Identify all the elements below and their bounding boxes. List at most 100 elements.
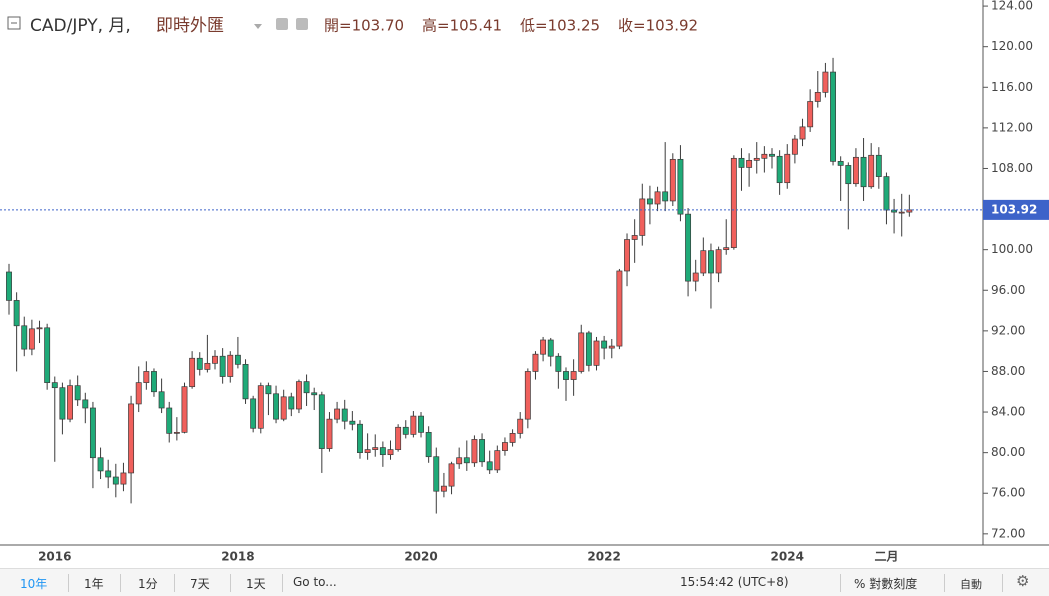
candle-body [646,198,653,205]
candle-body [265,385,272,395]
auto-scale[interactable]: 自動 [960,578,982,591]
candle-body [654,191,661,205]
toolbar: 10年 1年 1分 7天 1天 Go to... 15:54:42 (UTC+8… [0,568,1049,596]
candle-body [563,371,569,380]
candle-body [227,354,234,377]
open-stat: 開=103.70 [324,17,404,35]
settings-icon[interactable] [296,18,308,30]
candle-body [151,371,157,393]
candle-body [776,155,783,184]
y-tick-label: 84.00 [991,405,1025,419]
chart: CAD/JPY, 月, 即時外匯 開=103.70 高=105.41 低=103… [0,0,1049,564]
candle-body [769,153,775,157]
x-tick-label: 2018 [221,550,254,564]
x-tick-label: 2024 [771,550,804,564]
candle-body [738,157,745,168]
candle-body [578,332,585,372]
candle-body [761,153,768,159]
y-tick-label: 108.00 [991,161,1033,175]
candle-body [479,439,486,463]
price-label: 103.92 [991,202,1037,216]
source: 即時外匯 [156,16,224,36]
candle-body [135,382,142,405]
candle-body [166,407,173,434]
candle-body [280,396,287,420]
range-1m[interactable]: 1分 [138,577,158,591]
candle-body [379,447,386,456]
dropdown-arrow[interactable] [254,24,262,29]
candle-body [67,385,73,420]
candle-body [97,457,104,472]
candle-body [418,415,424,433]
separator [174,574,175,592]
candle-body [700,250,707,274]
candle-body [181,386,188,433]
candle-body [791,138,798,155]
y-tick-label: 96.00 [991,283,1025,297]
candle-body [402,426,409,435]
candle-body [471,439,478,464]
candle-body [425,431,432,458]
candle-body [837,161,844,166]
separator [1002,574,1003,592]
candle-body [440,485,447,492]
candle-body [326,418,333,449]
candle-body [120,472,127,485]
price-label-bg [983,199,1049,220]
candle-body [555,355,562,372]
collapse-icon[interactable] [7,16,21,30]
candle-body [517,418,524,434]
separator [944,574,945,592]
candle-body [807,101,814,128]
candle-body [624,239,630,272]
candle-body [105,470,112,478]
candle-body [730,157,737,248]
range-1y[interactable]: 1年 [84,577,104,591]
symbol: CAD/JPY, 月, [30,16,131,36]
separator [120,574,121,592]
candle-body [784,153,791,184]
gear-icon[interactable]: ⚙ [1016,572,1030,590]
candle-body [158,391,165,409]
candle-body [36,327,43,330]
candle-body [708,250,714,274]
candle-body [395,426,402,450]
range-7d[interactable]: 7天 [190,577,210,591]
separator [68,574,69,592]
separator [230,574,231,592]
y-tick-label: 72.00 [991,526,1025,540]
candle-body [334,408,341,420]
candle-body [860,156,867,188]
candle-body [677,158,684,215]
candle-body [753,157,760,161]
range-1d[interactable]: 1天 [246,577,266,591]
candle-body [204,362,211,370]
candle-body [669,158,676,202]
candle-body [173,431,180,434]
eye-icon[interactable] [276,18,288,30]
candle-body [318,394,325,449]
candle-body [6,271,12,301]
candle-body [128,403,135,474]
candle-body [250,398,257,429]
x-tick-label: 2016 [38,550,71,564]
candle-body [59,387,66,420]
candle-body [875,154,882,177]
goto[interactable]: Go to... [293,575,337,589]
candle-body [82,399,89,409]
candle-body [631,235,638,240]
clock: 15:54:42 (UTC+8) [680,575,789,589]
candle-body [883,176,890,211]
candle-body [746,160,753,168]
candle-body [509,433,516,443]
candle-body [21,325,28,350]
candle-body [822,71,829,93]
candle-body [357,423,363,453]
candle-body [547,339,554,357]
candle-body [433,456,440,492]
y-tick-label: 80.00 [991,445,1025,459]
range-10y[interactable]: 10年 [20,577,48,591]
candle-body [891,209,898,213]
log-scale[interactable]: % 對數刻度 [854,577,918,591]
